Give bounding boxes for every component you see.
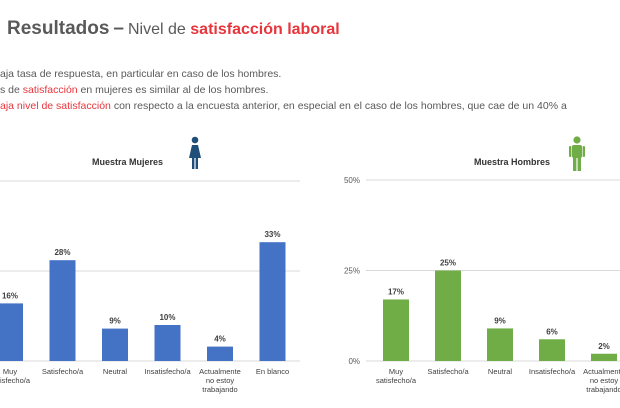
data-label: 10% — [159, 313, 175, 322]
finding-line: aja tasa de respuesta, en particular en … — [0, 66, 567, 82]
bar — [591, 353, 617, 361]
man-icon-arm — [582, 146, 585, 157]
man-icon-leg — [573, 157, 577, 171]
x-tick-label-line: Actualmente — [583, 367, 620, 376]
title-highlight: satisfacción laboral — [190, 21, 340, 38]
man-figure-icon — [569, 136, 585, 171]
x-tick-label: Insatisfecho/a — [529, 367, 576, 376]
bar — [207, 346, 233, 361]
data-label: 9% — [109, 317, 121, 326]
woman-icon-leg — [195, 158, 198, 169]
y-tick-label: 50% — [344, 176, 360, 185]
data-label: 33% — [264, 230, 280, 239]
findings-list: aja tasa de respuesta, en particular en … — [0, 66, 567, 114]
finding-text: aja tasa de respuesta, en particular en … — [0, 68, 282, 80]
man-icon-torso — [572, 145, 582, 158]
x-tick-label: Neutral — [488, 367, 513, 376]
x-tick-label-line: satisfecho/a — [376, 376, 417, 385]
data-label: 16% — [2, 291, 18, 300]
woman-figure-icon — [189, 136, 201, 169]
x-tick-label-line: Neutral — [103, 367, 128, 376]
x-tick-label: Satisfecho/a — [42, 367, 84, 376]
y-tick-label: 0% — [348, 357, 360, 366]
x-tick-label-line: trabajando — [586, 385, 620, 394]
man-icon-head — [573, 136, 581, 144]
bar — [102, 328, 128, 361]
data-label: 28% — [54, 248, 70, 257]
bar — [154, 325, 181, 361]
women-chart-title: Muestra Mujeres — [92, 157, 164, 167]
bar — [539, 339, 565, 361]
finding-text: s de — [0, 84, 23, 96]
x-tick-label-line: satisfecho/a — [0, 376, 31, 385]
x-tick-label-line: Satisfecho/a — [427, 367, 469, 376]
x-tick-label: Satisfecho/a — [427, 367, 469, 376]
woman-icon-leg — [192, 158, 195, 169]
x-tick-label-line: Neutral — [488, 367, 513, 376]
x-tick-label-line: no estoy — [590, 376, 619, 385]
men-chart-title: Muestra Hombres — [474, 157, 551, 167]
title-dash: – — [113, 18, 124, 39]
title-sub: Nivel de — [128, 21, 186, 38]
finding-text: en mujeres es similar al de los hombres. — [77, 84, 269, 96]
finding-highlight-text: aja nivel de satisfacción — [0, 100, 111, 112]
page-title: Resultados – Nivel de satisfacción laboral — [7, 18, 340, 40]
data-label: 6% — [546, 327, 558, 336]
x-tick-label: Neutral — [103, 367, 128, 376]
y-tick-label: 25% — [344, 267, 360, 276]
x-tick-label-line: Insatisfecho/a — [529, 367, 576, 376]
x-tick-label-line: Muy — [389, 367, 403, 376]
finding-line: aja nivel de satisfacción con respecto a… — [0, 98, 567, 114]
bar — [259, 242, 286, 361]
bar — [0, 303, 23, 361]
men-chart-plot: 0% 25% 50% 17% Muy satisfecho/a 25% Satisfecho/… — [344, 176, 620, 394]
data-label: 2% — [598, 342, 610, 351]
data-label: 9% — [494, 316, 506, 325]
finding-highlight-text: satisfacción — [22, 84, 78, 96]
title-main: Resultados — [7, 18, 110, 39]
man-icon-leg — [577, 157, 581, 171]
x-tick-label-line: Actualmente — [199, 367, 241, 376]
x-tick-label-line: Satisfecho/a — [42, 367, 84, 376]
woman-icon-dress — [189, 145, 201, 158]
data-label: 25% — [440, 259, 456, 268]
x-tick-label-line: Insatisfecho/a — [144, 367, 191, 376]
data-label: 17% — [388, 287, 404, 296]
woman-icon-head — [191, 136, 199, 144]
data-label: 4% — [214, 335, 226, 344]
men-chart: Muestra Hombres 0% 25% 50% 17% Muy satisfecho… — [330, 136, 620, 403]
finding-text: con respecto a la encuesta anterior, en … — [110, 100, 567, 112]
bar — [49, 260, 76, 361]
bar — [435, 270, 461, 361]
x-tick-label: Insatisfecho/a — [144, 367, 191, 376]
bar — [487, 328, 513, 361]
x-tick-label: En blanco — [256, 367, 289, 376]
x-tick-label-line: trabajando — [202, 385, 237, 394]
x-tick-label-line: En blanco — [256, 367, 289, 376]
bar — [383, 299, 409, 361]
x-tick-label-line: no estoy — [206, 376, 235, 385]
man-icon-arm — [569, 146, 572, 157]
finding-line: s de satisfacción en mujeres es similar … — [0, 82, 567, 98]
x-tick-label-line: Muy — [3, 367, 17, 376]
